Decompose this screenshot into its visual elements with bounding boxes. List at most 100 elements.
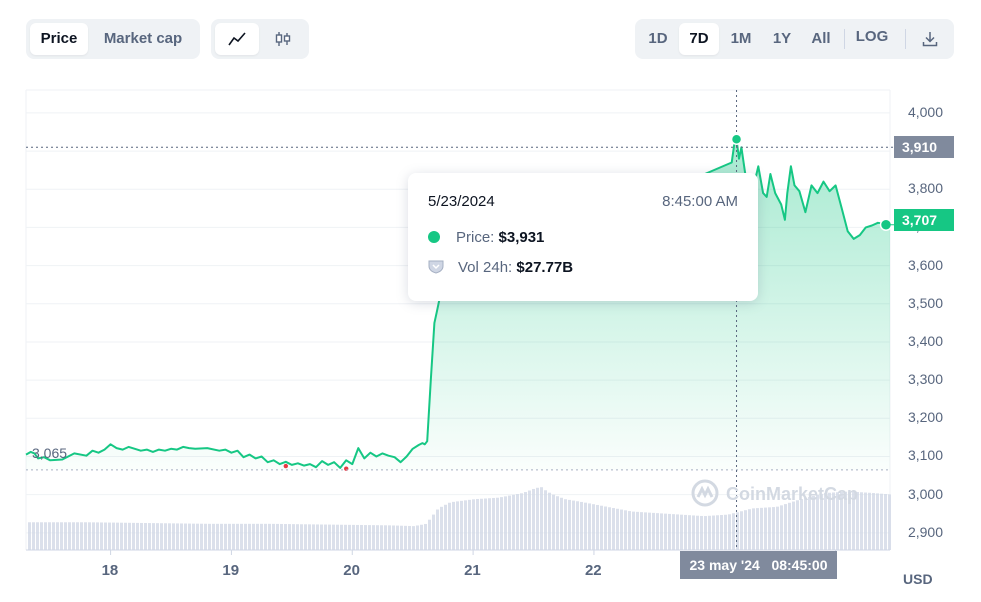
volume-bar bbox=[704, 516, 707, 550]
volume-bar bbox=[276, 523, 279, 550]
x-tick-label: 19 bbox=[222, 562, 240, 579]
volume-bar bbox=[236, 523, 239, 550]
volume-bar bbox=[564, 499, 567, 550]
volume-bar bbox=[376, 525, 379, 550]
volume-bar bbox=[516, 494, 519, 550]
y-tick-label: 4,000 bbox=[907, 103, 943, 120]
volume-bar bbox=[152, 523, 155, 550]
volume-bar bbox=[708, 515, 711, 550]
range-all[interactable]: All bbox=[811, 30, 831, 47]
volume-bar bbox=[576, 501, 579, 550]
volume-bar bbox=[248, 523, 251, 550]
volume-bar bbox=[84, 522, 87, 550]
volume-bar bbox=[384, 525, 387, 550]
volume-bar bbox=[652, 512, 655, 550]
volume-bar bbox=[336, 524, 339, 550]
volume-bar bbox=[124, 522, 127, 550]
volume-bar bbox=[808, 496, 811, 550]
volume-bar bbox=[80, 522, 83, 550]
volume-bar bbox=[596, 504, 599, 550]
range-1y[interactable]: 1Y bbox=[772, 30, 792, 47]
price-down-mark bbox=[283, 463, 289, 469]
line-chart-button[interactable] bbox=[215, 23, 259, 55]
volume-bar bbox=[432, 514, 435, 550]
volume-bar bbox=[208, 523, 211, 550]
volume-bar bbox=[780, 505, 783, 550]
download-button[interactable] bbox=[911, 23, 949, 55]
volume-bar bbox=[876, 493, 879, 550]
volume-bar bbox=[536, 487, 539, 550]
volume-bar bbox=[340, 524, 343, 550]
volume-bar bbox=[240, 523, 243, 550]
x-tick-label: 21 bbox=[464, 562, 481, 579]
volume-bar bbox=[544, 490, 547, 550]
log-toggle[interactable]: LOG bbox=[855, 28, 889, 45]
volume-bar bbox=[228, 523, 231, 550]
y-tick-label: 3,100 bbox=[907, 447, 943, 464]
volume-bar bbox=[524, 492, 527, 550]
watermark: CoinMarketCap bbox=[690, 478, 858, 508]
volume-bar bbox=[364, 525, 367, 550]
volume-bar bbox=[864, 492, 867, 550]
tooltip-price-value: $3,931 bbox=[498, 229, 545, 246]
tooltip-volume-row: Vol 24h: $27.77B bbox=[428, 259, 573, 276]
volume-bar bbox=[272, 523, 275, 550]
volume-bar bbox=[356, 524, 359, 550]
volume-bar bbox=[500, 497, 503, 550]
market-cap-tab[interactable]: Market cap bbox=[103, 30, 183, 47]
volume-bar bbox=[28, 522, 31, 550]
volume-bar bbox=[40, 522, 43, 550]
volume-bar bbox=[472, 499, 475, 550]
x-tick-label: 20 bbox=[343, 562, 360, 579]
volume-bar bbox=[416, 525, 419, 550]
volume-bar bbox=[164, 523, 167, 550]
volume-bar bbox=[684, 514, 687, 550]
volume-bar bbox=[168, 523, 171, 550]
volume-bars bbox=[28, 487, 891, 550]
volume-bar bbox=[116, 522, 119, 550]
volume-bar bbox=[188, 523, 191, 550]
volume-bar bbox=[860, 492, 863, 550]
volume-bar bbox=[148, 523, 151, 550]
volume-bar bbox=[776, 506, 779, 550]
volume-bar bbox=[804, 498, 807, 550]
volume-bar bbox=[292, 524, 295, 550]
volume-bar bbox=[404, 525, 407, 550]
range-1d[interactable]: 1D bbox=[648, 30, 668, 47]
volume-bar bbox=[512, 494, 515, 550]
y-tick-label: 3,200 bbox=[907, 409, 943, 426]
watermark-text: CoinMarketCap bbox=[726, 484, 859, 504]
range-1m[interactable]: 1M bbox=[730, 30, 752, 47]
price-tab[interactable]: Price bbox=[30, 23, 88, 55]
volume-bar bbox=[644, 512, 647, 550]
tooltip-date: 5/23/2024 bbox=[428, 193, 495, 210]
volume-bar bbox=[604, 506, 607, 550]
range-7d[interactable]: 7D bbox=[679, 23, 719, 55]
volume-bar bbox=[200, 523, 203, 550]
volume-bar bbox=[48, 522, 51, 550]
volume-bar bbox=[632, 511, 635, 550]
volume-bar bbox=[300, 524, 303, 550]
volume-bar bbox=[456, 501, 459, 550]
volume-bar bbox=[380, 525, 383, 550]
y-tick-label: 2,900 bbox=[907, 523, 943, 540]
volume-bar bbox=[436, 509, 439, 550]
volume-bar bbox=[344, 524, 347, 550]
volume-bar bbox=[836, 492, 839, 550]
tooltip-time: 8:45:00 AM bbox=[662, 193, 738, 210]
volume-bar bbox=[224, 523, 227, 550]
y-tick-label: 3,600 bbox=[907, 256, 943, 273]
candlestick-button[interactable] bbox=[261, 23, 305, 55]
volume-bar bbox=[888, 494, 891, 550]
volume-bar bbox=[764, 507, 767, 550]
volume-bar bbox=[332, 524, 335, 550]
volume-bar bbox=[676, 514, 679, 550]
volume-bar bbox=[196, 523, 199, 550]
volume-bar bbox=[640, 512, 643, 550]
volume-shield-icon bbox=[428, 260, 444, 274]
volume-bar bbox=[580, 501, 583, 550]
volume-bar bbox=[452, 501, 455, 550]
volume-bar bbox=[592, 504, 595, 550]
volume-bar bbox=[396, 525, 399, 550]
